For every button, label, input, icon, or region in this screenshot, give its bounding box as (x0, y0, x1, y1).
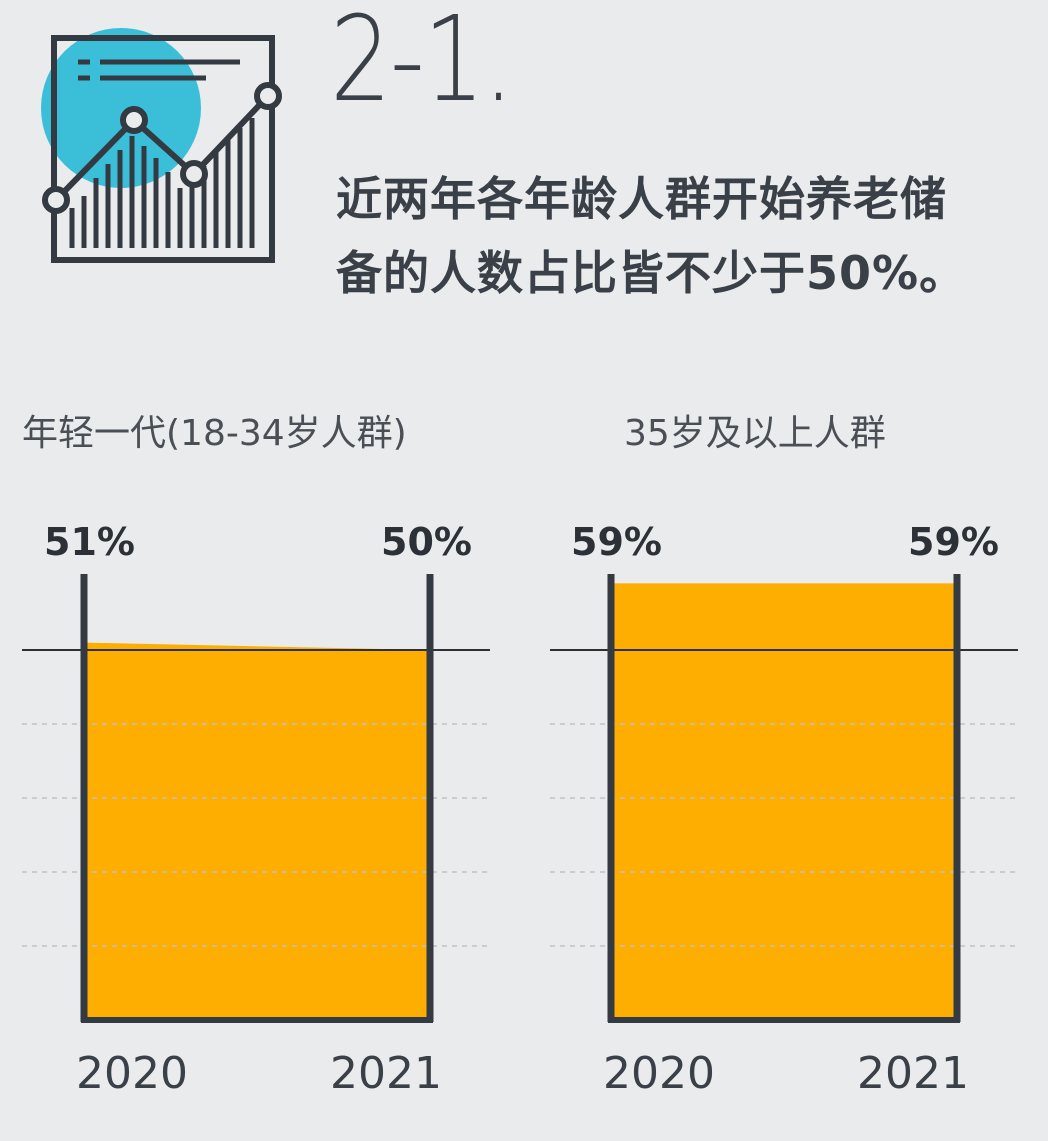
headline-line-2: 备的人数占比皆不少于50%。 (336, 246, 967, 300)
left-year-label-2021: 2021 (330, 1048, 442, 1099)
right-area-fill (611, 583, 957, 1020)
left-area-fill (84, 642, 430, 1020)
right-value-label-2021: 59% (908, 520, 999, 564)
headline-line-1: 近两年各年龄人群开始养老储 (336, 172, 947, 226)
right-year-label-2020: 2020 (603, 1048, 715, 1099)
line-chart-report-icon (41, 28, 282, 263)
left-value-label-2020: 51% (44, 520, 135, 564)
section-number: 2-1. (330, 0, 514, 128)
right-chart-title: 35岁及以上人群 (624, 413, 886, 454)
right-year-label-2021: 2021 (857, 1048, 969, 1099)
right-value-label-2020: 59% (571, 520, 662, 564)
left-value-label-2021: 50% (381, 520, 472, 564)
left-chart-title: 年轻一代(18-34岁人群) (22, 413, 407, 454)
headline: 近两年各年龄人群开始养老储 备的人数占比皆不少于50%。 (336, 162, 1036, 310)
left-year-label-2020: 2020 (76, 1048, 188, 1099)
